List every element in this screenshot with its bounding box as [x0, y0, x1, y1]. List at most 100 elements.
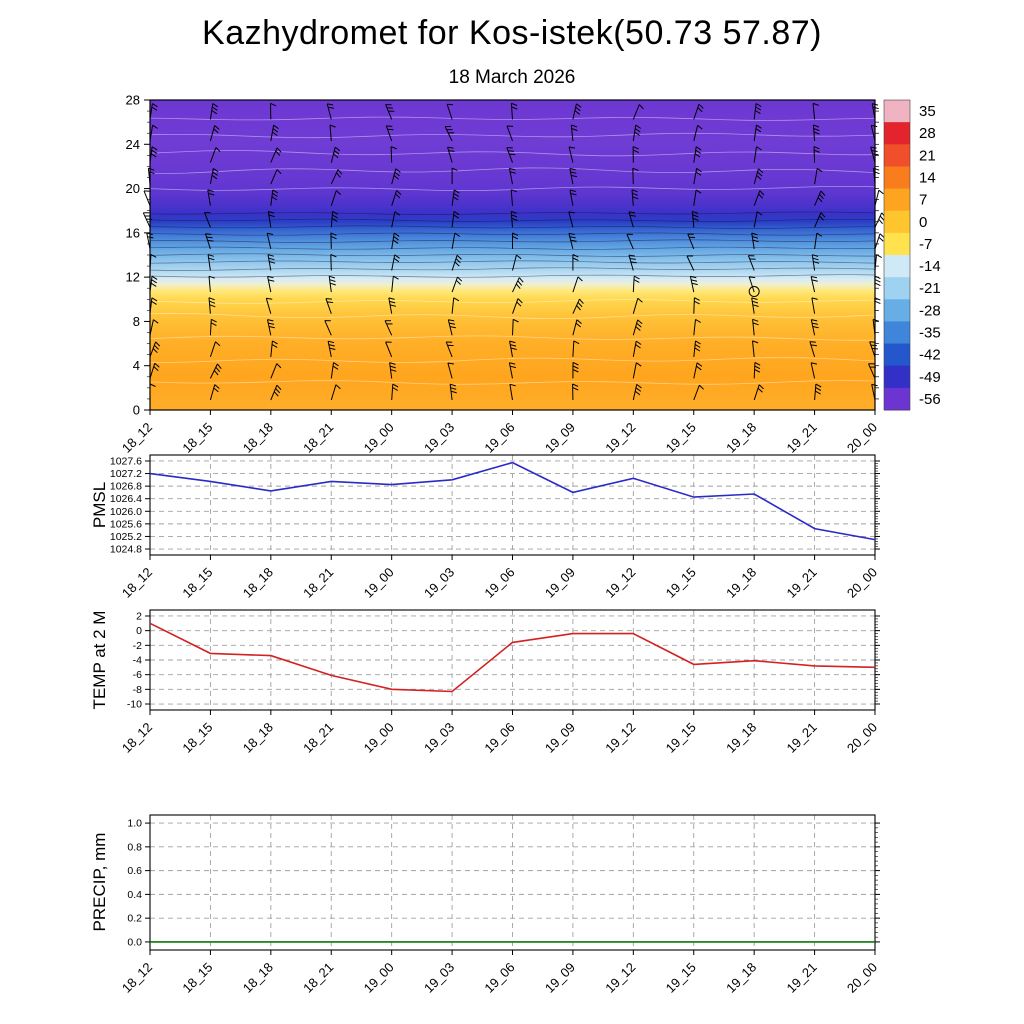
svg-text:18_21: 18_21 — [300, 720, 336, 756]
svg-text:0.6: 0.6 — [127, 865, 142, 877]
svg-text:18_15: 18_15 — [179, 720, 215, 756]
svg-text:14: 14 — [919, 170, 936, 187]
pmsl-panel: 1027.61027.21026.81026.41026.01025.61025… — [110, 454, 880, 601]
svg-text:1024.8: 1024.8 — [110, 544, 142, 556]
svg-text:18_21: 18_21 — [300, 420, 336, 456]
svg-text:18_18: 18_18 — [240, 565, 276, 601]
svg-text:7: 7 — [919, 192, 927, 209]
svg-text:19_21: 19_21 — [784, 420, 820, 456]
svg-text:20_00: 20_00 — [844, 720, 880, 756]
svg-text:-42: -42 — [919, 347, 941, 364]
svg-text:18_21: 18_21 — [300, 960, 336, 996]
svg-text:-7: -7 — [919, 236, 932, 253]
svg-text:19_00: 19_00 — [361, 420, 397, 456]
svg-text:0.0: 0.0 — [127, 936, 142, 948]
svg-text:-35: -35 — [919, 325, 941, 342]
svg-text:19_03: 19_03 — [421, 960, 457, 996]
time-axis-labels: 18_12 18_15 18_18 18_21 19_00 19_03 19_06 19_09… — [119, 410, 880, 456]
svg-text:1026.4: 1026.4 — [110, 493, 142, 505]
svg-text:0: 0 — [136, 625, 142, 637]
svg-text:19_15: 19_15 — [663, 565, 699, 601]
svg-text:19_21: 19_21 — [784, 960, 820, 996]
svg-text:-6: -6 — [133, 669, 142, 681]
svg-text:18_21: 18_21 — [300, 565, 336, 601]
wind-barbs — [142, 102, 886, 401]
svg-text:16: 16 — [126, 225, 140, 240]
svg-text:19_15: 19_15 — [663, 420, 699, 456]
svg-text:18_18: 18_18 — [240, 720, 276, 756]
svg-text:12: 12 — [126, 270, 140, 285]
svg-text:1025.2: 1025.2 — [110, 531, 142, 543]
svg-text:19_09: 19_09 — [542, 565, 578, 601]
svg-text:0: 0 — [133, 403, 140, 418]
svg-text:18_15: 18_15 — [179, 960, 215, 996]
svg-text:18_12: 18_12 — [119, 960, 155, 996]
svg-text:1026.8: 1026.8 — [110, 481, 142, 493]
svg-text:19_06: 19_06 — [481, 720, 517, 756]
svg-text:19_12: 19_12 — [602, 720, 638, 756]
precip-panel: 1.0 0.8 0.6 0.4 0.2 0.0 18_12 18_15 18_18 18_21 19… — [119, 814, 880, 996]
time-axis-labels: 18_12 18_15 18_18 18_21 19_00 19_03 19_06 19_09… — [119, 710, 880, 756]
svg-text:28: 28 — [919, 125, 936, 142]
time-axis-labels: 18_12 18_15 18_18 18_21 19_00 19_03 19_06 19_09… — [119, 555, 880, 601]
precip-axis-title: PRECIP, mm — [90, 832, 109, 932]
svg-text:19_18: 19_18 — [723, 960, 759, 996]
svg-text:19_09: 19_09 — [542, 720, 578, 756]
svg-text:19_06: 19_06 — [481, 420, 517, 456]
pmsl-series-line — [149, 461, 876, 541]
svg-text:18_12: 18_12 — [119, 420, 155, 456]
temp-axis-title: TEMP at 2 M — [90, 610, 109, 710]
svg-text:19_21: 19_21 — [784, 565, 820, 601]
svg-text:-2: -2 — [133, 640, 142, 652]
svg-text:19_15: 19_15 — [663, 960, 699, 996]
svg-text:-14: -14 — [919, 258, 941, 275]
svg-text:1025.6: 1025.6 — [110, 518, 142, 530]
cross-section-panel: 0 4 8 12 16 20 24 28 18_12 18_15 18_18 18_21 19_00 19… — [119, 93, 886, 456]
svg-text:0.4: 0.4 — [127, 889, 142, 901]
temp-2m-series-line — [149, 622, 876, 693]
svg-text:8: 8 — [133, 314, 140, 329]
svg-text:19_00: 19_00 — [361, 720, 397, 756]
svg-text:19_03: 19_03 — [421, 420, 457, 456]
date-subtitle: 18 March 2026 — [448, 67, 576, 88]
svg-text:18_12: 18_12 — [119, 720, 155, 756]
temperature-colorbar: 35 28 21 14 7 0 -7 -14 -21 -28 -35 -42 -49 -56 — [883, 99, 941, 411]
svg-text:18_15: 18_15 — [179, 420, 215, 456]
height-axis: 0 4 8 12 16 20 24 28 — [126, 93, 879, 418]
svg-text:19_12: 19_12 — [602, 420, 638, 456]
svg-text:19_03: 19_03 — [421, 720, 457, 756]
svg-text:4: 4 — [133, 358, 140, 373]
svg-text:19_06: 19_06 — [481, 565, 517, 601]
svg-text:18_18: 18_18 — [240, 420, 276, 456]
svg-text:20_00: 20_00 — [844, 565, 880, 601]
svg-text:0: 0 — [919, 214, 927, 231]
svg-text:19_15: 19_15 — [663, 720, 699, 756]
svg-text:1027.6: 1027.6 — [110, 455, 142, 467]
svg-text:-56: -56 — [919, 391, 941, 408]
svg-text:21: 21 — [919, 147, 936, 164]
svg-text:19_00: 19_00 — [361, 565, 397, 601]
svg-text:20_00: 20_00 — [844, 420, 880, 456]
svg-text:-28: -28 — [919, 302, 941, 319]
svg-text:-49: -49 — [919, 369, 941, 386]
svg-text:19_09: 19_09 — [542, 420, 578, 456]
svg-text:2: 2 — [136, 610, 142, 622]
svg-text:19_18: 19_18 — [723, 565, 759, 601]
svg-text:-10: -10 — [127, 699, 142, 711]
svg-text:19_21: 19_21 — [784, 720, 820, 756]
temp-2m-panel: 2 0 -2 -4 -6 -8 -10 18_12 18_15 18_18 18_21 19_00 19… — [119, 609, 880, 756]
svg-text:0.2: 0.2 — [127, 913, 142, 925]
svg-text:19_18: 19_18 — [723, 420, 759, 456]
svg-text:35: 35 — [919, 103, 936, 120]
station-level-marker — [748, 286, 760, 298]
svg-text:19_03: 19_03 — [421, 565, 457, 601]
svg-text:20_00: 20_00 — [844, 960, 880, 996]
svg-text:18_12: 18_12 — [119, 565, 155, 601]
svg-text:-8: -8 — [133, 684, 142, 696]
svg-text:19_12: 19_12 — [602, 960, 638, 996]
svg-text:19_18: 19_18 — [723, 720, 759, 756]
svg-text:1027.2: 1027.2 — [110, 468, 142, 480]
svg-text:1.0: 1.0 — [127, 818, 142, 830]
svg-text:28: 28 — [126, 93, 140, 108]
